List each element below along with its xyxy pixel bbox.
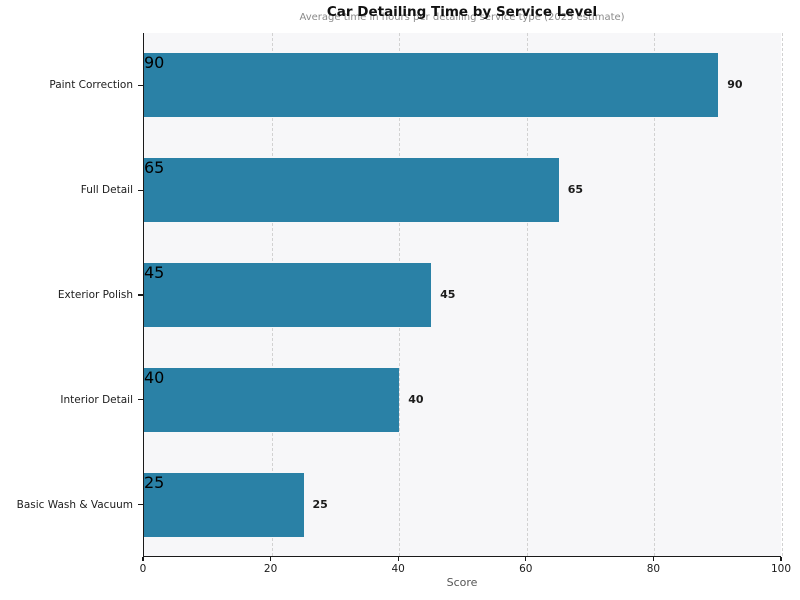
- bar-value-label: 40: [408, 392, 424, 406]
- bar: 40: [144, 367, 400, 432]
- bar: 25: [144, 472, 304, 537]
- bar: 45: [144, 263, 432, 327]
- y-axis-label: Full Detail: [80, 184, 133, 197]
- y-axis-label: Basic Wash & Vacuum: [16, 498, 133, 511]
- y-axis-label: Interior Detail: [60, 393, 133, 406]
- bar: 65: [144, 158, 559, 223]
- chart-title: Car Detailing Time by Service Level: [326, 4, 598, 20]
- gridline: [782, 33, 783, 556]
- x-tick-label: 40: [391, 563, 405, 575]
- x-tick-label: 20: [263, 563, 278, 575]
- gridline: [526, 33, 528, 556]
- x-tick-label: 60: [519, 563, 533, 575]
- y-tick-mark: [138, 189, 143, 191]
- x-tick-mark: [397, 557, 399, 561]
- x-tick-label: 100: [770, 563, 792, 575]
- bar-value-label: 45: [440, 288, 456, 301]
- y-tick-mark: [138, 294, 143, 296]
- x-tick-mark: [142, 557, 144, 561]
- gridline: [654, 33, 656, 556]
- bar-value-label: 65: [567, 183, 583, 197]
- x-tick-mark: [525, 557, 527, 561]
- x-tick-mark: [270, 557, 272, 561]
- x-tick-mark: [652, 557, 654, 561]
- y-axis-label: Paint Correction: [49, 79, 133, 92]
- y-tick-mark: [138, 504, 143, 506]
- plot-area: 90 90 65 65 45 45 40 40 25 25: [143, 33, 783, 557]
- chart-subtitle: Average time in hours per detailing serv…: [299, 12, 625, 23]
- y-tick-mark: [138, 84, 143, 86]
- bar: 90: [144, 53, 719, 118]
- bar-value-label: 25: [312, 497, 328, 511]
- x-tick-mark: [780, 557, 782, 561]
- y-axis-label: Exterior Polish: [57, 289, 133, 301]
- x-axis-title: Score: [446, 576, 478, 589]
- x-tick-label: 80: [646, 563, 661, 575]
- y-tick-mark: [138, 399, 143, 401]
- bar-value-label: 90: [727, 78, 743, 92]
- x-tick-label: 0: [139, 563, 147, 575]
